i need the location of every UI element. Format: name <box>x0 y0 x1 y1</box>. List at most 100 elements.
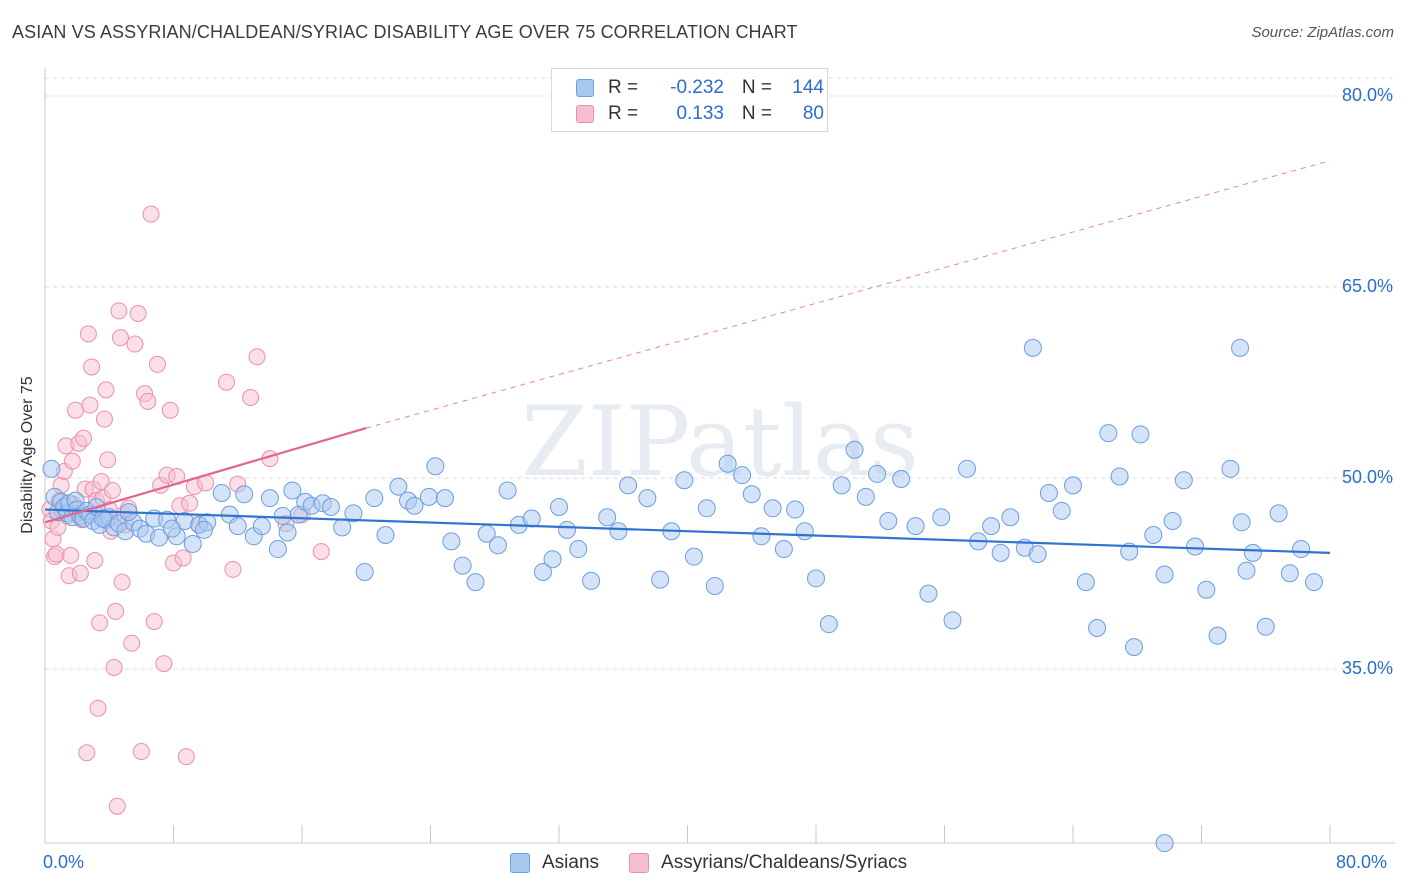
blue-point <box>1099 424 1118 443</box>
blue-point <box>558 520 577 539</box>
pink-point <box>95 410 113 428</box>
pink-trend-line <box>44 427 367 524</box>
blue-point <box>786 500 805 519</box>
blue-point <box>93 509 112 528</box>
pink-point <box>103 481 121 499</box>
blue-point <box>892 470 911 488</box>
blue-point <box>498 481 517 500</box>
blue-point <box>235 485 254 504</box>
blue-point <box>697 499 716 518</box>
pink-point <box>67 401 85 419</box>
blue-point <box>752 527 771 546</box>
legend-r-value: 0.133 <box>676 103 724 124</box>
blue-series-points <box>42 338 1323 853</box>
pink-point <box>142 205 160 223</box>
blue-point <box>533 562 552 581</box>
blue-point <box>1088 618 1107 637</box>
blue-point <box>426 457 445 476</box>
blue-point <box>1221 459 1240 478</box>
blue-point <box>1125 638 1144 657</box>
blue-point <box>389 477 408 496</box>
blue-point <box>42 459 61 478</box>
chart-title: ASIAN VS ASSYRIAN/CHALDEAN/SYRIAC DISABI… <box>12 22 798 42</box>
pink-point <box>139 392 157 410</box>
blue-point <box>1144 526 1163 545</box>
x-tick-label: 80.0% <box>1336 852 1388 872</box>
pink-point <box>110 302 128 320</box>
pink-point <box>86 551 104 569</box>
trend-lines <box>44 160 1331 554</box>
blue-point <box>405 496 424 515</box>
legend: R = -0.232 N = 144 R = 0.133 N = 80 <box>551 68 828 132</box>
blue-point <box>1208 626 1227 645</box>
blue-point <box>582 571 601 590</box>
blue-point <box>705 576 724 595</box>
blue-point <box>543 550 562 569</box>
blue-point <box>957 459 976 478</box>
blue-point <box>932 508 951 527</box>
blue-point <box>868 464 887 483</box>
legend-n-label: N = <box>741 103 772 124</box>
blue-point <box>598 508 617 527</box>
pink-point <box>181 494 199 512</box>
pink-point <box>89 699 107 717</box>
watermark: ZIPatlas <box>521 386 919 498</box>
pink-point <box>63 452 81 470</box>
pink-point <box>148 355 166 373</box>
blue-point <box>1174 471 1193 490</box>
pink-point <box>174 549 192 567</box>
blue-point <box>376 526 395 545</box>
blue-point <box>1131 425 1150 444</box>
blue-point <box>906 517 925 536</box>
blue-point <box>1052 501 1071 520</box>
pink-point <box>161 401 179 419</box>
bottom-legend-label: Assyrians/Chaldeans/Syriacs <box>661 852 908 873</box>
blue-point <box>819 615 838 634</box>
blue-point <box>807 569 825 588</box>
bottom-legend-label: Asians <box>542 852 600 873</box>
pink-point <box>242 389 260 407</box>
blue-point <box>856 487 875 506</box>
blue-point <box>1028 545 1047 564</box>
blue-point <box>619 476 638 495</box>
pink-point <box>81 396 99 414</box>
legend-n-label: N = <box>741 77 772 98</box>
pink-point <box>83 358 101 376</box>
blue-point <box>212 484 231 503</box>
blue-point <box>718 454 737 473</box>
pink-point <box>111 329 129 347</box>
blue-point <box>795 522 814 541</box>
y-axis-label: Disability Age Over 75 <box>19 376 36 534</box>
pink-point <box>248 348 266 366</box>
blue-point <box>774 540 793 559</box>
blue-point <box>162 519 181 538</box>
pink-point <box>92 473 110 491</box>
blue-point <box>879 512 898 531</box>
bottom-legend-swatch-pink <box>629 853 650 873</box>
pink-point <box>97 381 115 399</box>
blue-point <box>228 517 247 536</box>
blue-point <box>609 522 628 541</box>
pink-point <box>91 614 109 632</box>
blue-point <box>1232 513 1251 532</box>
legend-n-value: 144 <box>792 77 824 98</box>
blue-point <box>442 532 461 551</box>
legend-swatch-pink <box>576 105 594 123</box>
pink-point <box>132 742 150 760</box>
pink-point <box>107 602 125 620</box>
blue-point <box>1280 564 1299 583</box>
pink-point <box>47 545 65 563</box>
blue-point <box>1256 617 1275 636</box>
blue-point <box>651 570 670 589</box>
blue-point <box>1269 504 1288 523</box>
blue-point <box>684 547 703 566</box>
blue-point <box>1186 537 1205 556</box>
blue-point <box>1231 338 1250 357</box>
blue-point <box>832 476 851 495</box>
blue-point <box>919 584 938 603</box>
legend-r-value: -0.232 <box>670 77 724 98</box>
legend-row-assyrians: R = 0.133 N = 80 <box>576 103 824 125</box>
y-tick-label: 50.0% <box>1341 467 1393 487</box>
blue-point <box>183 534 202 553</box>
blue-point <box>283 481 302 500</box>
